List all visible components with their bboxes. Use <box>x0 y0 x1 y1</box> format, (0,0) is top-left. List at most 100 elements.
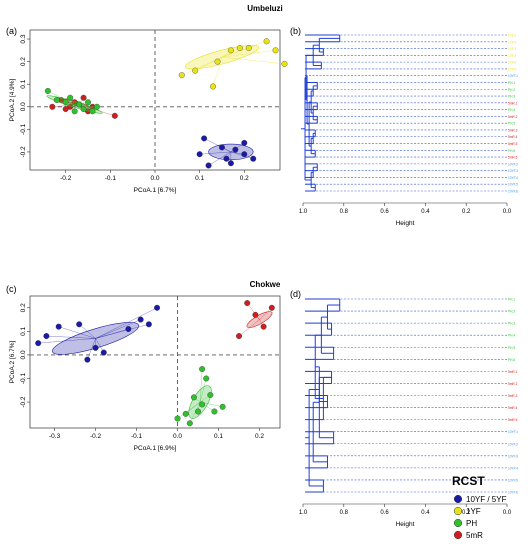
data-point <box>62 106 69 113</box>
data-point <box>49 103 56 110</box>
x-axis-label: Height <box>396 521 415 528</box>
data-point <box>195 408 202 415</box>
data-point <box>192 67 199 74</box>
spider-line <box>87 338 96 360</box>
x-tick-label: 0.2 <box>462 510 471 516</box>
spider-line <box>58 326 96 339</box>
leaf-label: 5mR.3 <box>508 128 518 132</box>
data-point <box>281 60 288 67</box>
data-point <box>125 326 132 332</box>
leaf-label: 5mR.2 <box>508 382 518 386</box>
legend: RCST 10YF / 5YF 1YF PH 5mR <box>452 474 507 540</box>
spider-line <box>79 324 96 339</box>
y-tick-label: 0.0 <box>20 350 27 359</box>
x-tick-label: 0.8 <box>340 209 349 215</box>
leaf-label: 5mR.3 <box>508 394 518 398</box>
x-axis-label: PCoA.1 [6.7%] <box>134 187 177 194</box>
pcoa-chart-chokwe: -0.3 -0.2 -0.1 0.0 0.1 0.2 -0.2 -0.1 0.0 0.1 0.2 PC… <box>9 295 281 452</box>
data-point <box>92 344 99 351</box>
spider-line <box>46 335 96 339</box>
dendrogram-chokwe: PH.1 PH.2 PH.3 PH.4 PH.5 PH.6 5mR.1 5mR.2 5mR.3 5… <box>299 298 518 529</box>
data-point <box>182 410 189 417</box>
leaf-label: 10YF.6 <box>508 491 518 495</box>
data-point <box>178 72 185 79</box>
dendrogram-umbeluzi: 1YF.1 1YF.2 1YF.3 1YF.4 1YF.5 1YF.6 10YF.1 PH.1… <box>299 34 518 228</box>
leaf-label: 10YF.2 <box>508 162 518 166</box>
leaf-label: 10YF.2 <box>508 442 518 446</box>
data-point <box>236 45 243 52</box>
leaf-label: 10YF.3 <box>508 169 518 173</box>
leaf-label: 1YF.3 <box>508 47 516 51</box>
data-point <box>207 392 214 398</box>
legend-label: PH <box>466 519 477 528</box>
leaf-label: 1YF.4 <box>508 54 516 58</box>
x-tick-label: 0.6 <box>380 510 389 516</box>
panel-label-d: (d) <box>290 289 301 299</box>
legend-swatch <box>453 518 463 528</box>
data-point <box>145 321 152 328</box>
data-point <box>272 47 279 54</box>
data-point <box>44 87 51 94</box>
data-point <box>84 356 91 363</box>
leaf-label: 10YF.4 <box>508 466 518 470</box>
legend-swatch <box>453 494 463 504</box>
x-tick-label: 0.1 <box>195 175 204 182</box>
data-point <box>76 321 83 328</box>
y-tick-label: -0.2 <box>20 146 27 158</box>
spider-line <box>221 41 267 58</box>
x-tick-label: 0.1 <box>214 433 223 440</box>
leaf-label: PH.2 <box>508 310 515 314</box>
data-point <box>232 146 239 153</box>
data-point <box>210 83 217 90</box>
spider-line <box>221 50 276 58</box>
section-title-chokwe: Chokwe <box>250 280 281 289</box>
leaf-label: 10YF.5 <box>508 183 518 187</box>
data-point <box>196 151 203 158</box>
data-point <box>55 323 62 330</box>
x-tick-label: 0.4 <box>421 209 430 215</box>
data-point <box>268 304 275 311</box>
leaf-label: 1YF.2 <box>508 40 516 44</box>
spider-line <box>47 90 75 105</box>
leaf-label: 10YF.3 <box>508 454 518 458</box>
y-tick-label: 0.1 <box>20 326 27 335</box>
x-tick-label: 0.0 <box>503 510 512 516</box>
x-tick-label: -0.2 <box>60 175 72 182</box>
plot-frame <box>29 295 281 429</box>
x-tick-label: 0.2 <box>462 209 471 215</box>
data-point <box>218 144 225 151</box>
legend-label: 1YF <box>466 507 481 516</box>
x-tick-label: -0.1 <box>105 175 117 182</box>
data-point <box>199 401 206 408</box>
leaf-label: 5mR.1 <box>508 101 518 105</box>
leaf-label: PH.5 <box>508 346 515 350</box>
data-point <box>205 162 212 169</box>
spider-line <box>208 151 231 166</box>
data-point <box>35 340 42 347</box>
legend-label: 5mR <box>466 531 483 540</box>
spider-line <box>95 319 141 339</box>
spider-line <box>199 369 203 403</box>
x-tick-label: 0.0 <box>150 175 159 182</box>
spider-line <box>95 307 158 339</box>
x-tick-label: 1.0 <box>299 209 308 215</box>
leaf-label: 5mR.5 <box>508 142 518 146</box>
leaf-label: PH.3 <box>508 322 515 326</box>
x-tick-label: 0.0 <box>503 209 512 215</box>
leaf-label: 10YF.1 <box>508 430 518 434</box>
data-point <box>214 58 221 65</box>
legend-label: 10YF / 5YF <box>466 495 507 504</box>
x-tick-label: 0.4 <box>421 510 430 516</box>
x-tick-label: -0.1 <box>131 433 143 440</box>
data-point <box>241 139 248 146</box>
y-axis-label: PCoA.2 [4.9%] <box>9 78 16 121</box>
x-tick-label: 0.6 <box>380 209 389 215</box>
y-tick-label: 0.0 <box>20 102 27 111</box>
data-point <box>211 408 218 415</box>
section-title-umbeluzi: Umbeluzi <box>247 4 283 13</box>
data-point <box>250 155 257 162</box>
data-point <box>137 316 144 323</box>
y-tick-label: -0.1 <box>20 373 27 385</box>
data-point <box>241 151 248 158</box>
data-point <box>199 366 206 373</box>
